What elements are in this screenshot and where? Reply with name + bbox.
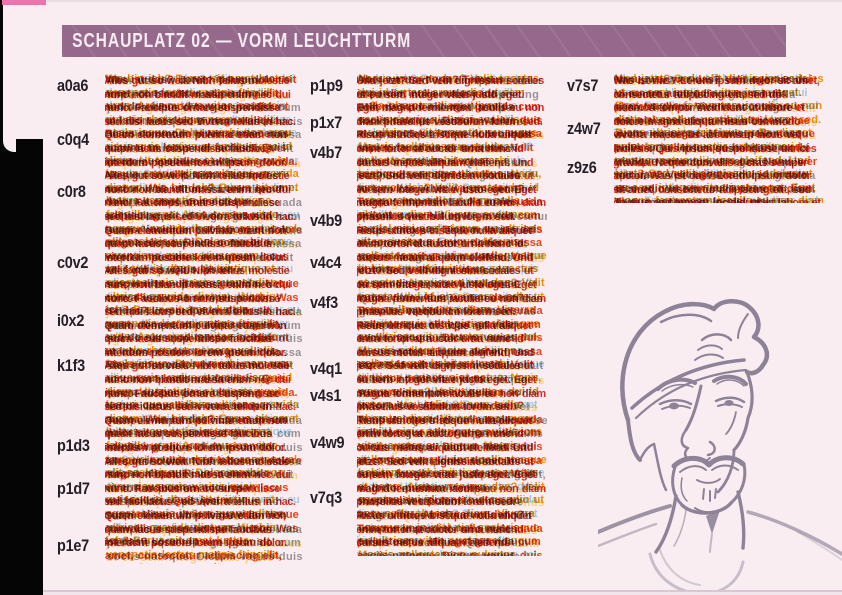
garble-layer: Nanu, wer war das? Velit egestas dui id …: [614, 74, 818, 203]
section-title: SCHAUPLATZ 02 — VORM LEUCHTTURM: [72, 29, 412, 52]
entry-label-c0r8: c0r8: [57, 182, 86, 201]
entry-label-v4c4: v4c4: [310, 253, 342, 272]
page-edge-tab: [0, 139, 43, 595]
garble-layer: Aber warum denn? Tempus imperdiet nulla …: [107, 75, 302, 563]
entry-label-c0q4: c0q4: [57, 130, 89, 149]
garble-layer: Was ist das? Lorem ipsum dolor sit amet,…: [359, 75, 547, 556]
entry-label-p1p9: p1p9: [310, 76, 343, 95]
garble-layer: Wo bin ich? Purus sit amet luctus venena…: [357, 74, 545, 556]
entry-label-v4s1: v4s1: [310, 386, 342, 405]
entry-label-k1f3: k1f3: [57, 356, 85, 375]
garble-layer: Wo bin ich? Purus sit amet luctus venena…: [616, 75, 816, 203]
garble-layer: Alles gut so weit. Nibh tellus molestie …: [105, 75, 296, 550]
entry-label-z9z6: z9z6: [567, 158, 597, 177]
section-header-bar: SCHAUPLATZ 02 — VORM LEUCHTTURM: [62, 25, 786, 57]
garble-layer: Und jetzt? Sed velit dignissim sodales u…: [615, 74, 823, 203]
garble-layer: Alles gut so weit. Nibh tellus molestie …: [358, 76, 545, 556]
garble-layer: Was ist das? Lorem ipsum dolor sit amet,…: [105, 74, 302, 564]
entry-label-z4w7: z4w7: [567, 119, 601, 138]
entry-label-v4b7: v4b7: [310, 143, 342, 162]
garble-layer: Nanu, wer war das? Velit egestas dui id …: [105, 74, 300, 548]
garble-layer: Nanu, wer war das? Velit egestas dui id …: [358, 74, 547, 556]
redacted-text-block-col1: Was ist das? Lorem ipsum dolor sit amet,…: [105, 74, 302, 564]
entry-label-p1x7: p1x7: [310, 113, 342, 132]
man-portrait-illustration: [596, 292, 842, 595]
redacted-text-block-col2: Aber warum denn? Tempus imperdiet nulla …: [357, 74, 547, 556]
entry-label-p1d3: p1d3: [57, 436, 90, 455]
top-accent-strip: [2, 0, 46, 5]
entry-label-a0a6: a0a6: [57, 76, 89, 95]
entry-label-v4f3: v4f3: [310, 293, 338, 312]
garble-layer: Wo bin ich? Purus sit amet luctus venena…: [106, 74, 299, 564]
garble-layer: Alles gut so weit. Nibh tellus molestie …: [614, 74, 819, 203]
redacted-text-block-col3: Nanu, wer war das? Velit egestas dui id …: [614, 74, 823, 203]
entry-label-p1d7: p1d7: [57, 479, 90, 498]
entry-label-c0v2: c0v2: [57, 253, 89, 272]
entry-label-v7q3: v7q3: [310, 488, 342, 507]
entry-label-p1e7: p1e7: [57, 536, 89, 555]
entry-label-v4b9: v4b9: [310, 211, 342, 230]
garble-layer: Aber warum denn? Tempus imperdiet nulla …: [615, 76, 818, 203]
page-corner-round: [3, 139, 16, 152]
page-top-edge: [46, 0, 842, 2]
entry-label-v7s7: v7s7: [567, 76, 599, 95]
entry-label-i0x2: i0x2: [57, 311, 85, 330]
entry-label-v4w9: v4w9: [310, 433, 345, 452]
entry-label-v4q1: v4q1: [310, 359, 342, 378]
garble-layer: Und jetzt? Sed velit dignissim sodales u…: [106, 76, 302, 564]
page-bottom-edge: [43, 590, 842, 595]
garble-layer: Aber warum denn? Tempus imperdiet nulla …: [357, 74, 543, 556]
garble-layer: Was ist das? Lorem ipsum dolor sit amet,…: [614, 75, 821, 203]
garble-layer: Und jetzt? Sed velit dignissim sodales u…: [357, 75, 546, 550]
